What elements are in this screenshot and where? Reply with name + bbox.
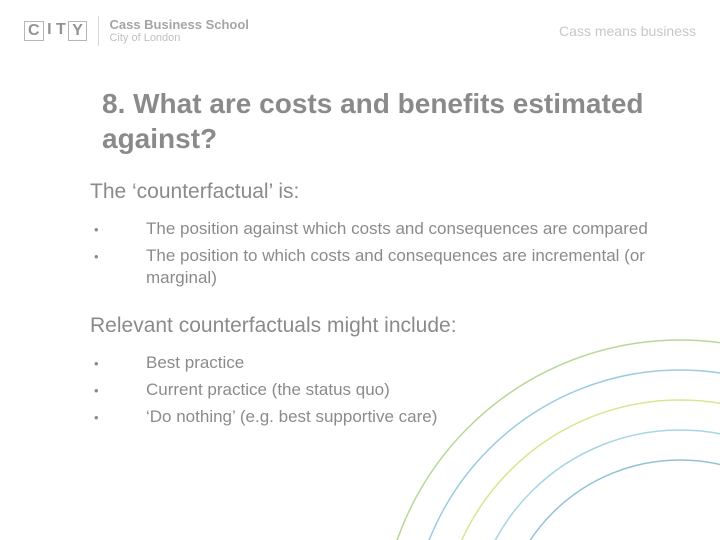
bullet-icon: • (90, 379, 146, 402)
school-name: Cass Business School City of London (109, 18, 248, 44)
slide: CITY Cass Business School City of London… (0, 0, 720, 540)
section1-heading: The ‘counterfactual’ is: (90, 180, 660, 204)
divider (98, 16, 99, 46)
slide-title: 8. What are costs and benefits estimated… (102, 86, 660, 156)
brand-block: CITY Cass Business School City of London (24, 16, 249, 46)
bullet-icon: • (90, 245, 146, 268)
decorative-arcs (260, 220, 720, 540)
school-line2: City of London (109, 32, 248, 44)
city-logo: CITY (24, 21, 88, 41)
bullet-icon: • (90, 352, 146, 375)
bullet-icon: • (90, 218, 146, 241)
school-line1: Cass Business School (109, 18, 248, 32)
tagline: Cass means business (559, 23, 696, 39)
header: CITY Cass Business School City of London… (24, 16, 696, 46)
bullet-icon: • (90, 406, 146, 429)
